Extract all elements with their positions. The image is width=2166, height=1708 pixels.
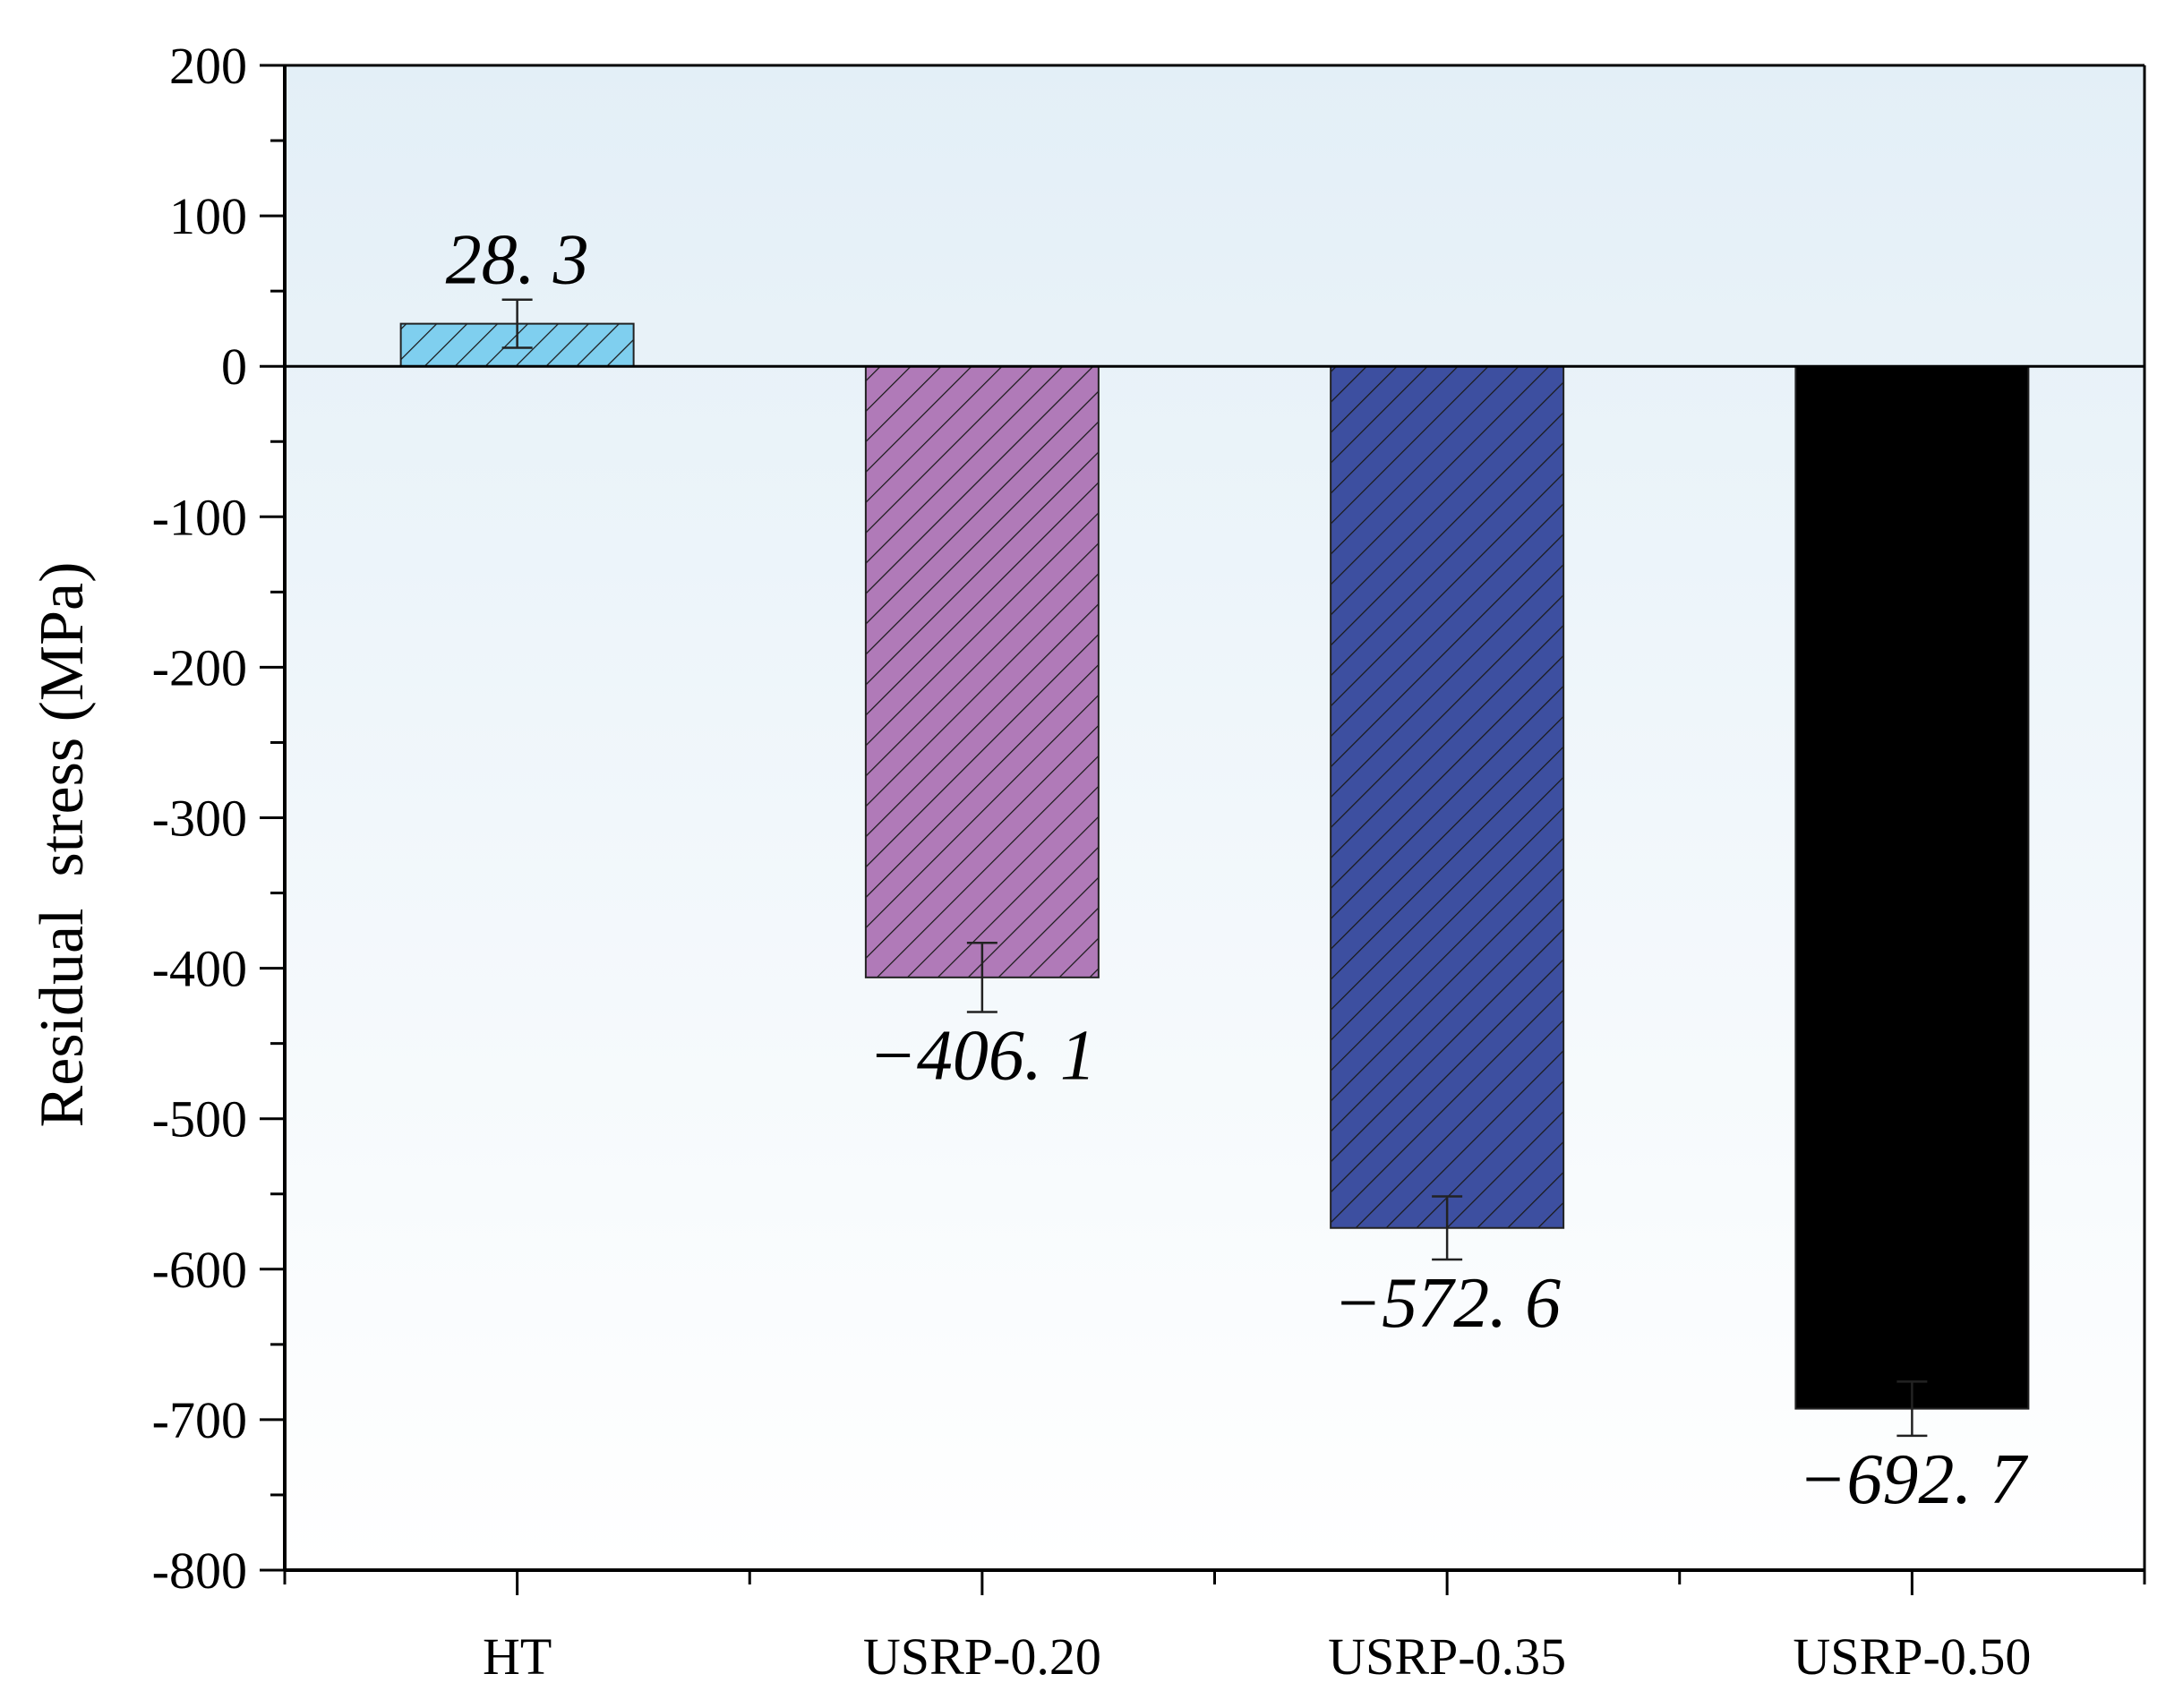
bar-usrp-0.50 (1794, 365, 2030, 1410)
error-bar (1896, 1380, 1928, 1438)
y-axis-title: Residual stress (MPa) (28, 562, 97, 1128)
bar-usrp-0.35 (1330, 365, 1565, 1229)
x-tick-label: USRP-0.35 (1328, 1627, 1566, 1686)
y-tick-label: -700 (152, 1391, 247, 1449)
data-label: −406. 1 (869, 1017, 1096, 1096)
y-tick-label: -800 (152, 1541, 247, 1600)
y-tick-label: 200 (169, 37, 247, 95)
data-label: 28. 3 (446, 221, 589, 300)
y-tick-label: -300 (152, 790, 247, 848)
bar-usrp-0.20 (864, 365, 1100, 978)
y-tick-label: -600 (152, 1241, 247, 1299)
x-tick-label: HT (483, 1627, 552, 1686)
y-tick-label: -100 (152, 488, 247, 546)
y-tick-label: 100 (169, 187, 247, 245)
error-bar (1432, 1195, 1463, 1261)
x-tick-label: USRP-0.20 (863, 1627, 1101, 1686)
y-tick-label: 0 (221, 337, 247, 396)
error-bar (501, 298, 533, 349)
y-tick-label: -200 (152, 638, 247, 696)
error-bar (966, 941, 997, 1013)
x-tick-label: USRP-0.50 (1793, 1627, 2031, 1686)
y-tick-label: -500 (152, 1090, 247, 1149)
y-tick-label: -400 (152, 940, 247, 998)
data-label: −572. 6 (1333, 1264, 1561, 1343)
data-label: −692. 7 (1798, 1440, 2028, 1519)
